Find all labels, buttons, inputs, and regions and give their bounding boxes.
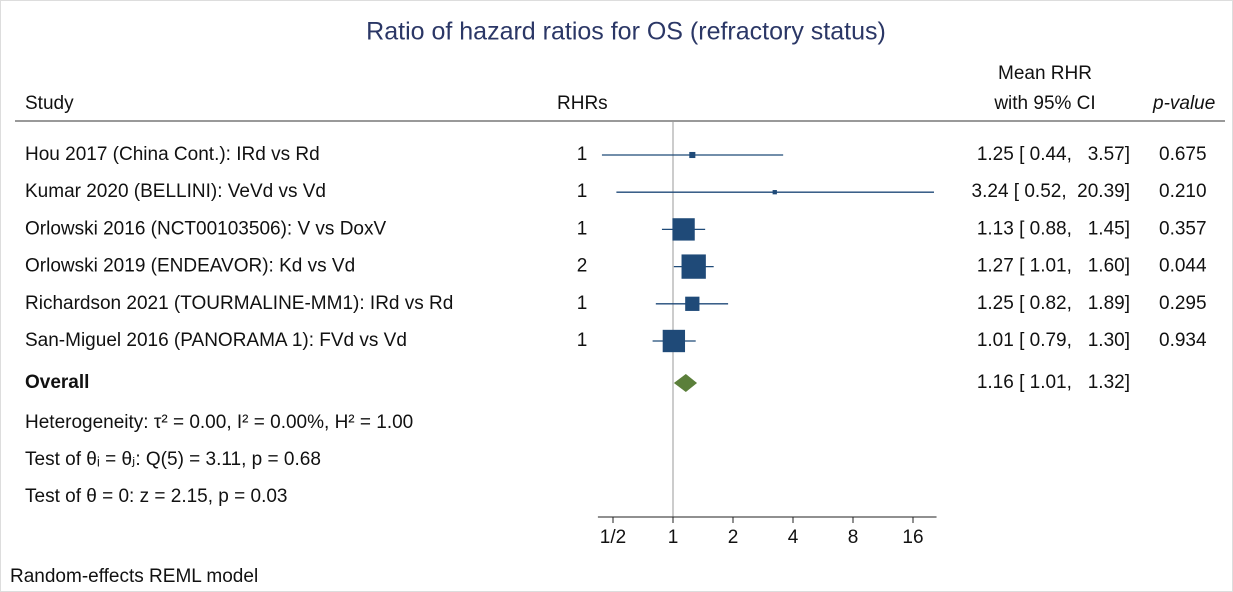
x-tick-label: 4 [788,527,799,548]
ci-label: 1.16 [ 1.01, 1.32] [977,372,1130,393]
p-value: 0.295 [1159,293,1207,314]
ci-label: 1.25 [ 0.82, 1.89] [977,293,1130,314]
study-name: Orlowski 2019 (ENDEAVOR): Kd vs Vd [25,256,355,277]
header-study: Study [25,93,74,114]
rhrs: 1 [577,293,588,314]
estimate-box [689,151,696,159]
study-name: Orlowski 2016 (NCT00103506): V vs DoxV [25,218,386,239]
p-value: 0.357 [1159,218,1207,239]
x-tick-label: 1 [668,527,679,548]
estimate-box [681,254,706,279]
x-tick-label: 1/2 [600,527,626,548]
estimate-box [772,190,777,195]
p-value: 0.044 [1159,256,1207,277]
header-rhrs: RHRs [557,93,608,114]
study-name: Hou 2017 (China Cont.): IRd vs Rd [25,144,320,165]
rhrs: 1 [577,144,588,165]
rhrs: 1 [577,330,588,351]
estimate-box [685,296,700,311]
chart-title: Ratio of hazard ratios for OS (refractor… [366,18,886,46]
header-p: p-value [1152,93,1215,114]
study-name: Richardson 2021 (TOURMALINE-MM1): IRd vs… [25,293,453,314]
stat-line: Test of θ = 0: z = 2.15, p = 0.03 [25,486,287,507]
x-tick-label: 2 [728,527,739,548]
stat-line: Test of θᵢ = θⱼ: Q(5) = 3.11, p = 0.68 [25,449,321,470]
study-name: San-Miguel 2016 (PANORAMA 1): FVd vs Vd [25,330,407,351]
header-ci: with 95% CI [993,93,1095,114]
study-name: Kumar 2020 (BELLINI): VeVd vs Vd [25,181,326,202]
rhrs: 2 [577,256,588,277]
ci-label: 1.13 [ 0.88, 1.45] [977,218,1130,239]
estimate-box [672,218,695,241]
p-value: 0.210 [1159,181,1207,202]
estimate-box [662,329,686,353]
ci-label: 3.24 [ 0.52, 20.39] [972,181,1130,202]
rhrs: 1 [577,181,588,202]
ci-label: 1.25 [ 0.44, 3.57] [977,144,1130,165]
p-value: 0.675 [1159,144,1207,165]
ci-label: 1.27 [ 1.01, 1.60] [977,256,1130,277]
rhrs: 1 [577,218,588,239]
header-mean: Mean RHR [998,63,1092,84]
x-tick-label: 8 [848,527,859,548]
ci-label: 1.01 [ 0.79, 1.30] [977,330,1130,351]
p-value: 0.934 [1159,330,1207,351]
stat-line: Heterogeneity: τ² = 0.00, I² = 0.00%, H²… [25,412,413,433]
footnote: Random-effects REML model [10,566,258,587]
overall-diamond [673,374,698,392]
overall-name: Overall [25,372,89,393]
x-tick-label: 16 [902,527,923,548]
